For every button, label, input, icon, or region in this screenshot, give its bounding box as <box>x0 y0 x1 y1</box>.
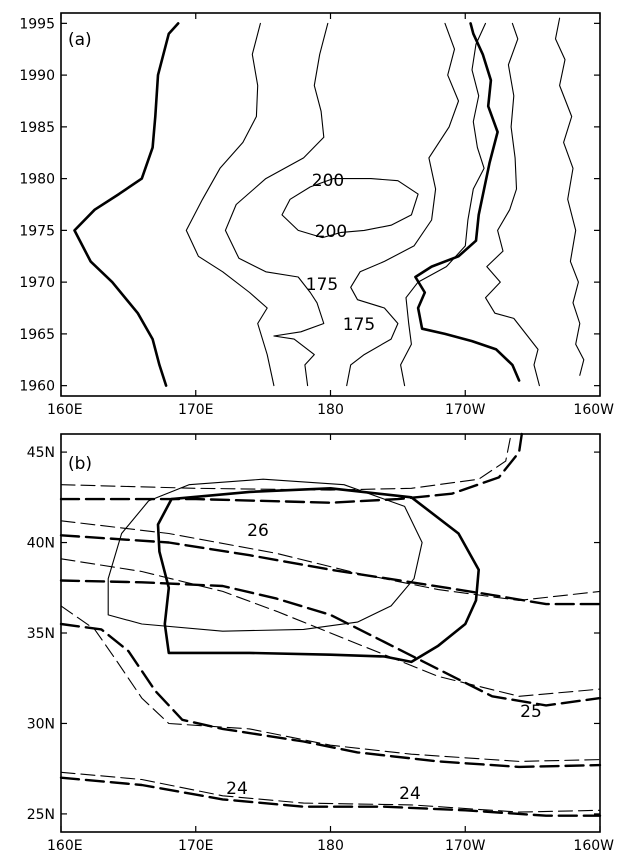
panel-a-ytick-label: 1995 <box>19 16 55 32</box>
panel-b-contour-5 <box>59 622 602 769</box>
panel-b-contour-4 <box>59 579 602 707</box>
panel-b-contour-lines <box>59 432 602 817</box>
panel-a-xtick-label: 160E <box>47 402 83 418</box>
panel-a-contour-6 <box>414 22 521 382</box>
panel-a-contour-8 <box>554 17 585 376</box>
panel-a-xtick-label: 160W <box>573 402 614 418</box>
panel-b-ytick-label: 30N <box>27 716 55 732</box>
panel-b-xtick-label: 170W <box>445 838 486 852</box>
panel-a-ytick-label: 1970 <box>19 275 55 291</box>
panel-a-x-axis: 160E 170E 180 170W 160W <box>47 13 614 418</box>
contour-label-25: 25 <box>520 702 542 722</box>
panel-a-ytick-label: 1980 <box>19 172 55 188</box>
panel-a-contour-2 <box>224 22 329 387</box>
panel-b-contour-0 <box>156 487 480 664</box>
panel-b-ytick-label: 25N <box>27 807 55 823</box>
panel-a-frame <box>60 12 601 397</box>
panel-b-y-axis: 25N 30N 35N 40N 45N <box>27 445 600 823</box>
contour-label-200-upper: 200 <box>312 171 344 191</box>
panel-a-xtick-label: 170W <box>445 402 486 418</box>
panel-b-xtick-label: 170E <box>178 838 214 852</box>
panel-b-contour-11 <box>60 771 601 813</box>
contour-label-200-lower: 200 <box>315 222 347 242</box>
panel-a-contour-1 <box>185 22 275 387</box>
panel-a-ytick-label: 1985 <box>19 120 55 136</box>
panel-a-contour-3 <box>281 178 419 239</box>
panel-b-contour-7 <box>60 433 512 491</box>
contour-label-175-upper: 175 <box>306 275 338 295</box>
panel-a-y-axis: 1960 1965 1970 1975 1980 1985 1990 1995 <box>19 16 600 395</box>
panel-a-ytick-label: 1960 <box>19 379 55 395</box>
panel-b-contour-2 <box>59 432 523 504</box>
panel-a-ytick-label: 1975 <box>19 223 55 239</box>
panel-b-contour-9 <box>60 558 601 697</box>
panel-b-contour-6 <box>59 776 602 817</box>
panel-b-contour-10 <box>60 605 601 762</box>
panel-a-xtick-label: 170E <box>178 402 214 418</box>
panel-a-contour-0 <box>73 22 180 387</box>
panel-a-label: (a) <box>68 30 92 50</box>
panel-b-xtick-label: 160W <box>573 838 614 852</box>
panel-b-ytick-label: 40N <box>27 536 55 552</box>
panel-a-contour-5 <box>400 22 487 387</box>
panel-b-contour-3 <box>59 534 602 606</box>
contour-label-24-left: 24 <box>226 779 248 799</box>
contour-label-175-lower: 175 <box>343 315 375 335</box>
panel-b-label: (b) <box>68 454 92 474</box>
panel-b-ytick-label: 45N <box>27 445 55 461</box>
panel-b-contour-1 <box>107 478 423 632</box>
panel-a-ytick-label: 1965 <box>19 327 55 343</box>
panel-b-x-axis: 160E 170E 180 170W 160W <box>47 434 614 852</box>
contour-label-24-right: 24 <box>399 784 421 804</box>
contour-label-26: 26 <box>247 521 269 541</box>
panel-a: (a) 1960 1965 1970 1975 1980 1985 1990 1995 160… <box>19 12 614 418</box>
panel-b-contour-8 <box>60 520 601 601</box>
panel-b-ytick-label: 35N <box>27 626 55 642</box>
panel-b-xtick-label: 180 <box>317 838 344 852</box>
panel-a-contour-7 <box>484 22 540 387</box>
panel-a-contour-lines <box>73 17 585 387</box>
panel-b-xtick-label: 160E <box>47 838 83 852</box>
panel-a-ytick-label: 1990 <box>19 68 55 84</box>
panel-a-xtick-label: 180 <box>317 402 344 418</box>
panel-a-contour-4 <box>346 22 460 387</box>
